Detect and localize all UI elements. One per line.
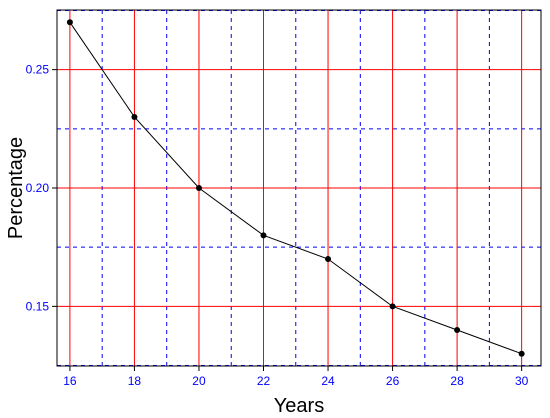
x-tick-label: 30 xyxy=(515,374,529,388)
x-axis-title: Years xyxy=(274,395,324,417)
data-point xyxy=(454,327,461,334)
y-axis-title: Percentage xyxy=(5,137,27,239)
series-line xyxy=(69,22,522,355)
data-point xyxy=(260,232,267,239)
grid-layer xyxy=(57,9,541,367)
x-tick-label: 20 xyxy=(192,374,206,388)
x-tick-label: 28 xyxy=(450,374,464,388)
x-tick-label: 18 xyxy=(128,374,142,388)
series-layer xyxy=(66,19,525,357)
x-tick-label: 22 xyxy=(257,374,271,388)
x-tick-label: 24 xyxy=(321,374,335,388)
y-tick-label: 0.20 xyxy=(26,181,50,195)
x-axis-ticks: 16 18 20 22 24 26 28 30 xyxy=(63,366,529,388)
x-tick-label: 26 xyxy=(386,374,400,388)
x-tick-label: 16 xyxy=(63,374,77,388)
data-point xyxy=(195,185,202,191)
y-tick-label: 0.15 xyxy=(26,299,50,313)
data-point xyxy=(325,256,332,263)
y-axis-ticks: 0.15 0.20 0.25 xyxy=(26,63,57,313)
data-point xyxy=(131,113,138,120)
data-point xyxy=(66,19,73,26)
y-tick-label: 0.25 xyxy=(26,63,50,77)
data-point xyxy=(518,350,525,357)
data-point xyxy=(389,303,396,310)
